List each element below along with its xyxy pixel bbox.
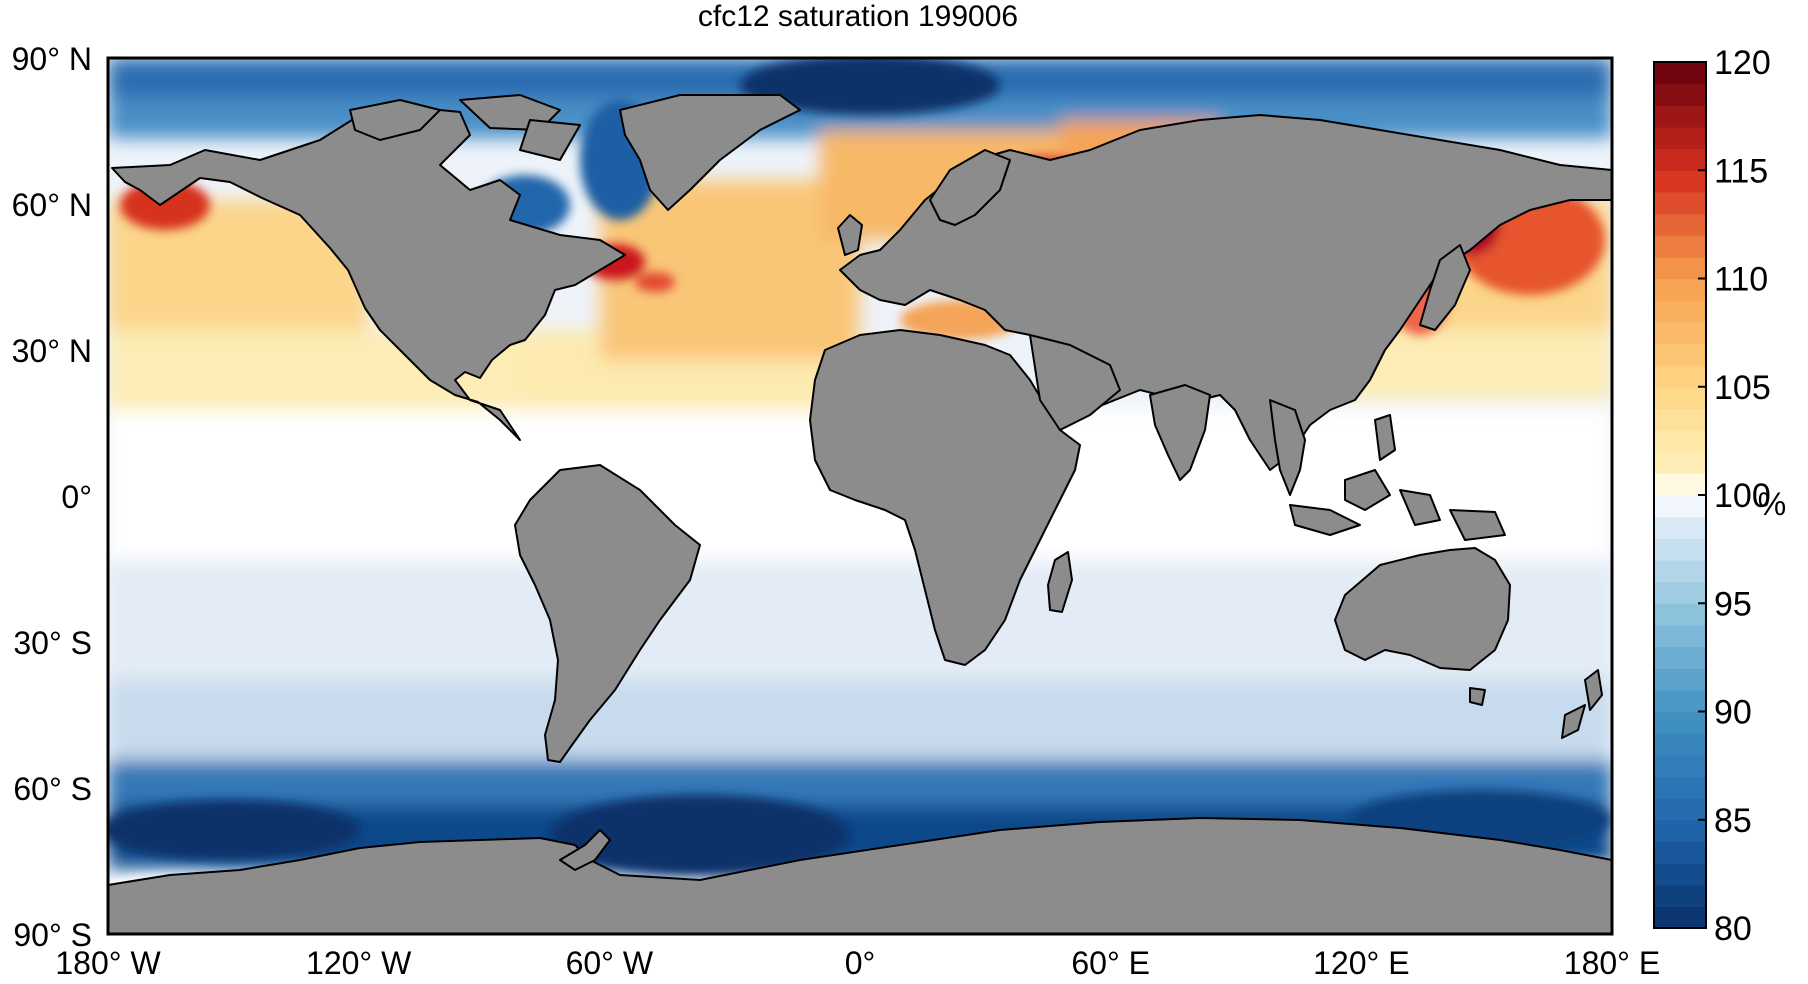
colorbar-swatch — [1654, 213, 1706, 236]
colorbar-swatch — [1654, 798, 1706, 821]
colorbar-swatch — [1654, 754, 1706, 778]
colorbar-swatch — [1654, 83, 1706, 106]
colorbar-swatch — [1654, 408, 1706, 431]
lat-tick-label: 60° N — [12, 187, 92, 223]
colorbar-ticks: 120 115 110 105 100 95 90 85 80 — [1698, 44, 1771, 948]
south-america — [514, 464, 701, 763]
colorbar-swatch — [1654, 451, 1706, 474]
colorbar-swatch — [1654, 256, 1706, 280]
colorbar-swatch — [1654, 278, 1706, 301]
colorbar-swatch — [1654, 473, 1706, 496]
colorbar-swatch — [1654, 776, 1706, 799]
colorbar-tick-label: 80 — [1714, 910, 1752, 948]
colorbar-tick-label: 90 — [1714, 694, 1752, 732]
lon-tick-label: 180° W — [55, 945, 161, 981]
lon-tick-label: 60° E — [1071, 945, 1150, 981]
colorbar-tick-label: 85 — [1714, 802, 1752, 840]
colorbar-swatch — [1654, 668, 1706, 691]
colorbar-unit: % — [1758, 486, 1786, 522]
antarctica — [108, 817, 1612, 934]
colorbar-swatch — [1654, 581, 1706, 604]
lat-tick-label: 90° N — [12, 41, 92, 77]
colorbar-tick-label: 105 — [1714, 369, 1771, 407]
colorbar-swatch — [1654, 495, 1706, 518]
land-masses — [108, 94, 1612, 934]
lon-tick-label: 0° — [845, 945, 876, 981]
lat-tick-label: 30° S — [13, 625, 92, 661]
lon-tick-label: 120° E — [1313, 945, 1409, 981]
colorbar-swatch — [1654, 711, 1706, 734]
map-title: cfc12 saturation 199006 — [698, 0, 1018, 33]
colorbar-swatch — [1654, 906, 1706, 929]
colorbar-swatch — [1654, 191, 1706, 215]
colorbar-tick-label: 115 — [1714, 152, 1768, 190]
colorbar-swatch — [1654, 516, 1706, 539]
colorbar-swatch — [1654, 148, 1706, 171]
lon-tick-label: 180° E — [1564, 945, 1660, 981]
colorbar-swatch — [1654, 863, 1706, 886]
colorbar-swatch — [1654, 300, 1706, 323]
map-frame — [106, 56, 1614, 936]
colorbar-tick-label: 100 — [1714, 477, 1771, 515]
colorbar-swatch — [1654, 646, 1706, 669]
colorbar-swatch — [1654, 343, 1706, 366]
colorbar-swatch — [1654, 841, 1706, 864]
lon-tick-label: 120° W — [306, 945, 412, 981]
colorbar-swatch — [1654, 603, 1706, 626]
lon-axis: 180° W 120° W 60° W 0° 60° E 120° E 180° E — [55, 945, 1660, 981]
colorbar-swatch — [1654, 538, 1706, 561]
lon-tick-label: 60° W — [566, 945, 654, 981]
australia — [1334, 547, 1511, 671]
lat-tick-label: 90° S — [13, 917, 92, 953]
colorbar-swatch — [1654, 430, 1706, 453]
africa — [809, 329, 1081, 666]
colorbar-swatch — [1654, 321, 1706, 345]
north-america — [111, 107, 626, 441]
colorbar-swatch — [1654, 819, 1706, 842]
lat-tick-label: 60° S — [13, 771, 92, 807]
colorbar-swatch — [1654, 559, 1706, 583]
colorbar-swatch — [1654, 126, 1706, 150]
colorbar-swatch — [1654, 624, 1706, 648]
colorbar-swatch — [1654, 689, 1706, 713]
colorbar-swatch — [1654, 884, 1706, 907]
colorbar-swatch — [1654, 733, 1706, 756]
colorbar-swatch — [1654, 170, 1706, 193]
colorbar-swatch — [1654, 105, 1706, 128]
lat-axis: 90° N 60° N 30° N 0° 30° S 60° S 90° S — [12, 41, 92, 953]
colorbar-tick-label: 95 — [1714, 585, 1752, 623]
lat-tick-label: 30° N — [12, 333, 92, 369]
greenland — [619, 94, 801, 211]
colorbar-swatch — [1654, 62, 1706, 85]
colorbar-swatch — [1654, 386, 1706, 409]
ocean-field — [108, 58, 1612, 934]
colorbar-swatch — [1654, 235, 1706, 258]
colorbar-tick-label: 120 — [1714, 44, 1771, 82]
lat-tick-label: 0° — [61, 479, 92, 515]
colorbar — [1653, 61, 1707, 929]
colorbar-tick-label: 110 — [1714, 261, 1768, 299]
colorbar-swatch — [1654, 365, 1706, 388]
